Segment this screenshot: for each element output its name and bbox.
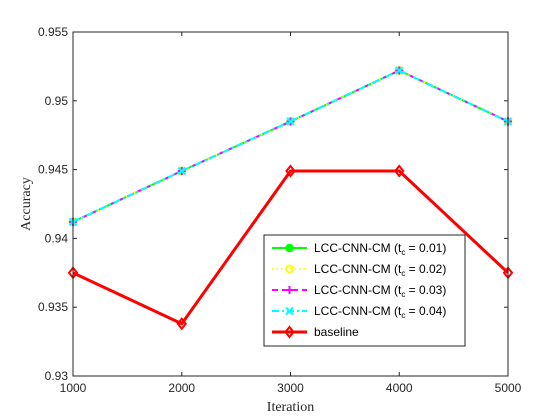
x-tick-label: 3000 (277, 381, 304, 395)
legend-label-4: LCC-CNN-CM (tc = 0.04) (314, 304, 446, 320)
series-5-point-2 (176, 317, 188, 331)
x-tick-label: 2000 (168, 381, 195, 395)
y-axis-label: Accuracy (19, 177, 34, 231)
series-line-4 (72, 69, 509, 223)
x-axis-label: Iteration (267, 400, 314, 415)
series-4-point-3 (286, 117, 295, 126)
series-line-5 (72, 169, 510, 326)
legend-label-3: LCC-CNN-CM (tc = 0.03) (314, 283, 446, 299)
y-tick-label: 0.95 (45, 94, 69, 108)
legend-marker-1 (285, 243, 294, 253)
series-5-point-3 (285, 164, 296, 178)
series-4-point-2 (177, 166, 186, 176)
legend: LCC-CNN-CM (tc = 0.01) LCC-CNN-CM (tc = 0… (263, 234, 466, 347)
y-tick-label: 0.93 (45, 369, 69, 383)
series-4-point-4 (395, 66, 404, 75)
x-tick-label: 4000 (386, 381, 413, 395)
legend-marker-5 (284, 325, 295, 339)
legend-label-5: baseline (314, 325, 359, 339)
ticks-layer: 1000 2000 3000 4000 5000 0.93 0.935 0.94 0.945 0.… (38, 25, 522, 395)
legend-marker-3 (285, 286, 294, 294)
series-5-point-4 (393, 164, 405, 178)
x-tick-label: 5000 (495, 381, 522, 395)
y-tick-label: 0.94 (45, 231, 69, 245)
series-layer (67, 66, 514, 331)
y-tick-label: 0.945 (38, 163, 68, 177)
legend-label-2: LCC-CNN-CM (tc = 0.02) (314, 262, 446, 278)
legend-marker-2 (285, 264, 294, 274)
y-tick-label: 0.935 (38, 300, 68, 314)
x-tick-label: 1000 (60, 381, 87, 395)
legend-label-1: LCC-CNN-CM (tc = 0.01) (314, 241, 446, 257)
y-tick-label: 0.955 (38, 25, 68, 39)
legend-marker-4 (285, 306, 294, 316)
